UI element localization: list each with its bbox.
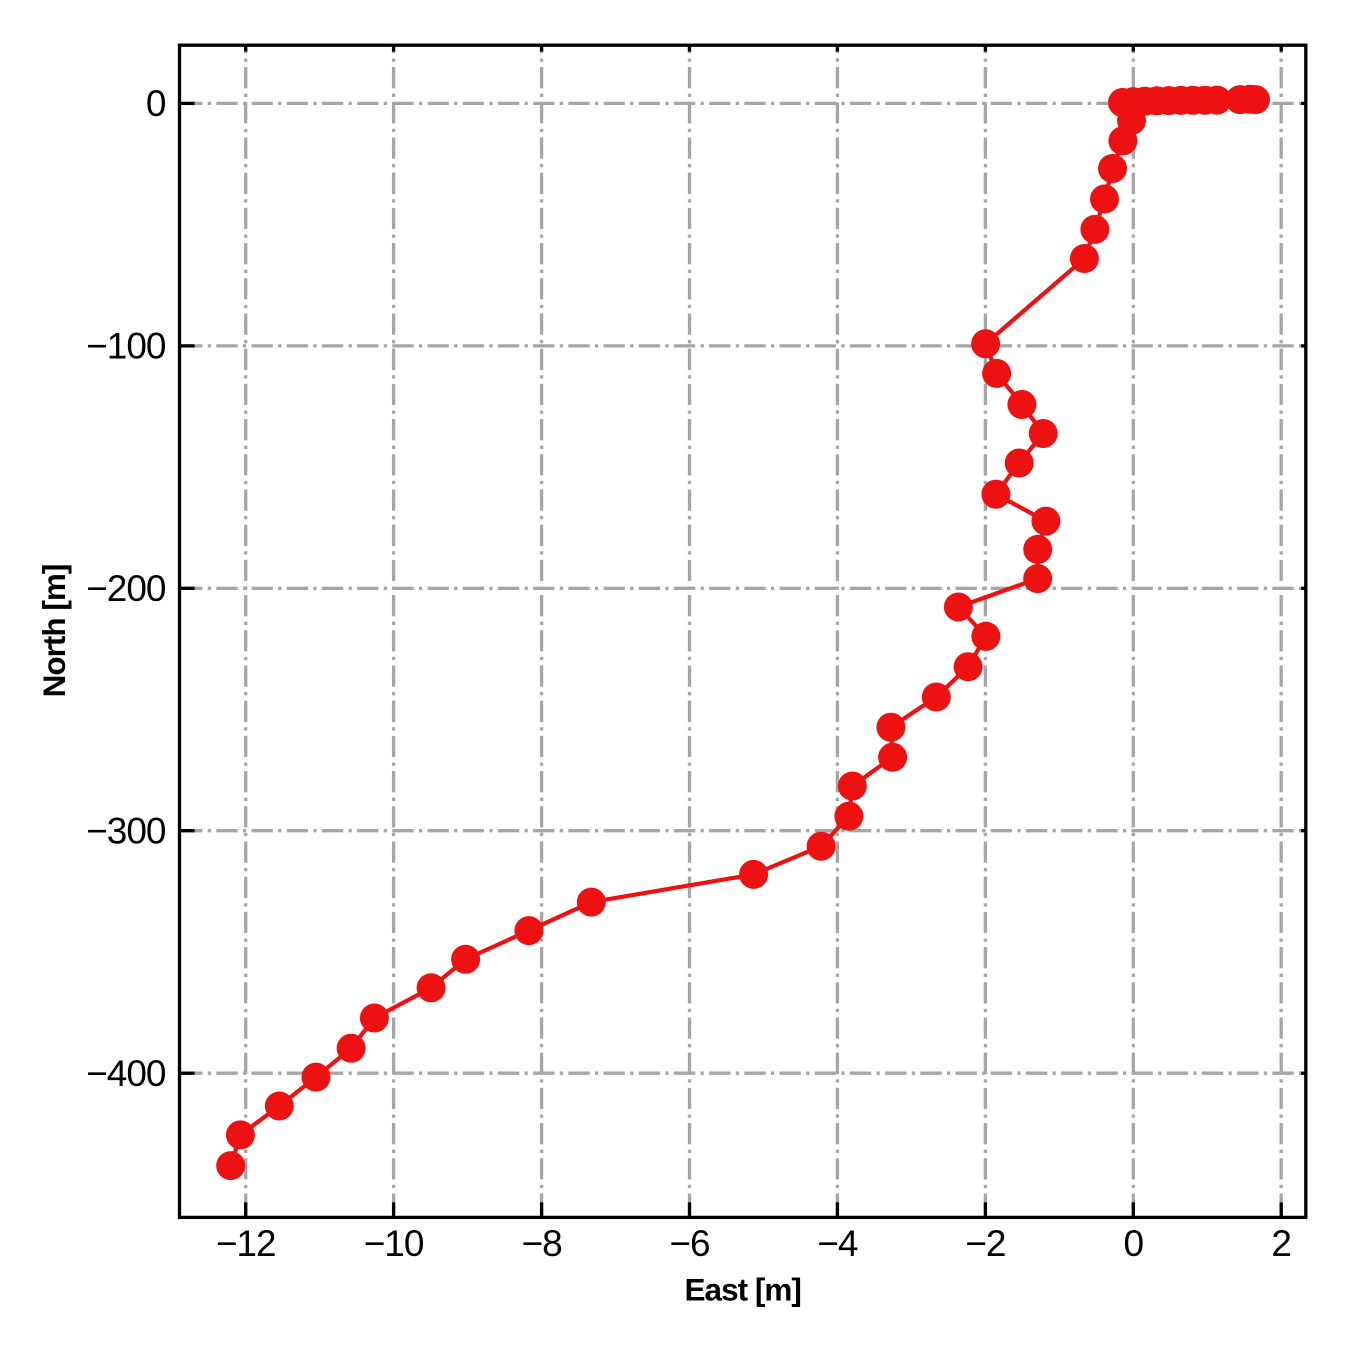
svg-text:−8: −8 [522,1223,562,1264]
svg-text:North [m]: North [m] [36,565,72,698]
svg-text:−12: −12 [216,1223,276,1264]
svg-text:−400: −400 [86,1053,166,1094]
svg-text:−6: −6 [669,1223,709,1264]
svg-text:0: 0 [1124,1223,1144,1264]
svg-text:East [m]: East [m] [685,1271,801,1307]
svg-text:−100: −100 [86,326,166,367]
svg-text:−10: −10 [364,1223,424,1264]
svg-text:−4: −4 [817,1223,858,1264]
svg-text:−300: −300 [86,810,166,851]
svg-text:−2: −2 [965,1223,1005,1264]
svg-text:2: 2 [1271,1223,1291,1264]
svg-text:−200: −200 [86,568,166,609]
svg-text:0: 0 [146,83,166,124]
